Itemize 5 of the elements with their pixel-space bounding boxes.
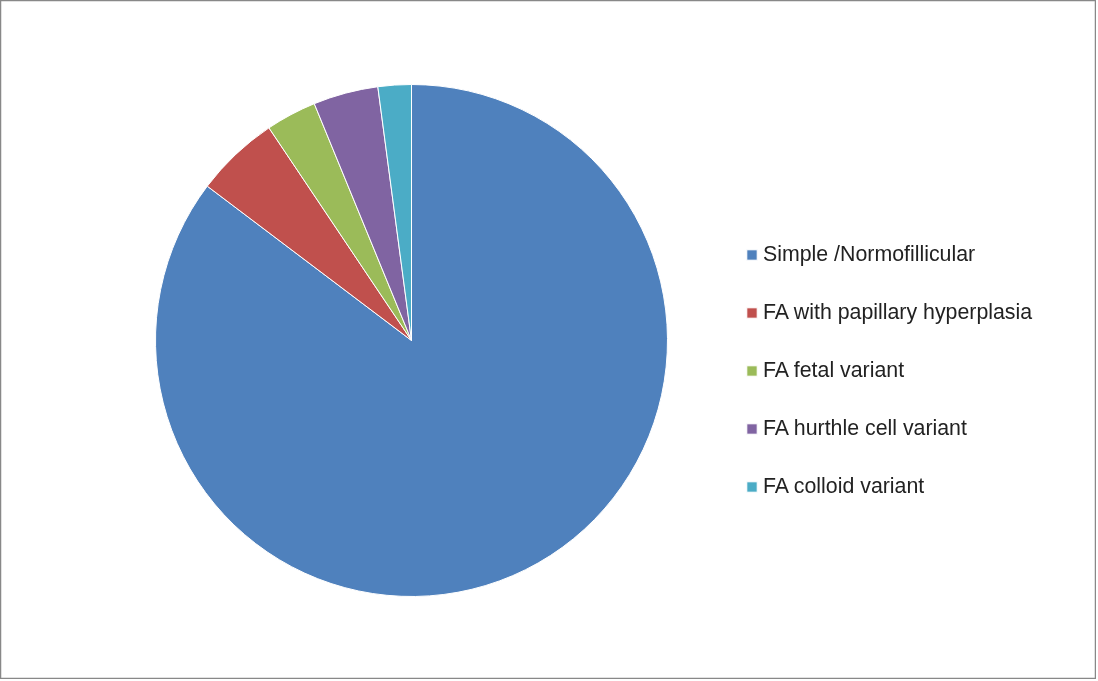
legend-label: FA with papillary hyperplasia xyxy=(763,300,1033,325)
legend-label: FA hurthle cell variant xyxy=(763,416,967,441)
legend-label: Simple /Normofillicular xyxy=(763,242,976,267)
legend-label: FA colloid variant xyxy=(763,474,925,499)
legend-label: FA fetal variant xyxy=(763,358,905,383)
